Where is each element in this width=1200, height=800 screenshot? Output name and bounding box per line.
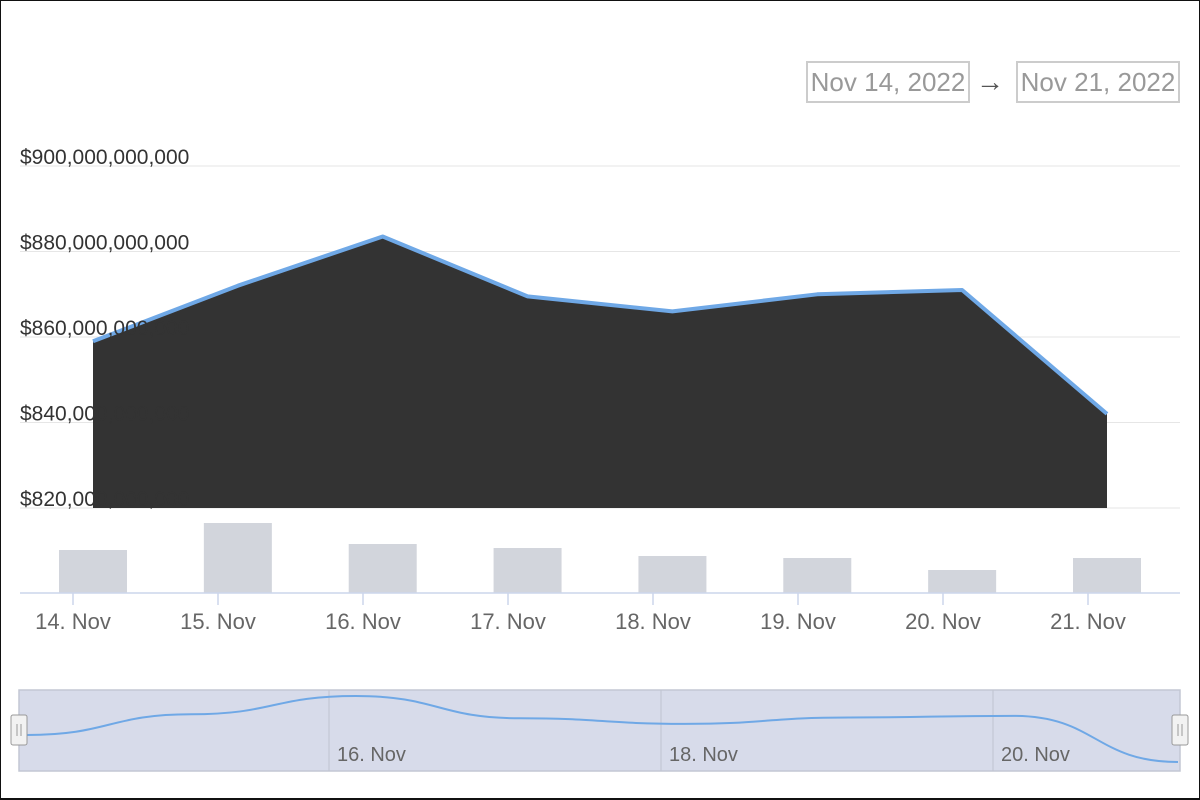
range-arrow-icon: → — [976, 66, 1004, 97]
range-from-input[interactable]: Nov 14, 2022 — [806, 61, 970, 103]
range-to-input[interactable]: Nov 21, 2022 — [1016, 61, 1180, 103]
